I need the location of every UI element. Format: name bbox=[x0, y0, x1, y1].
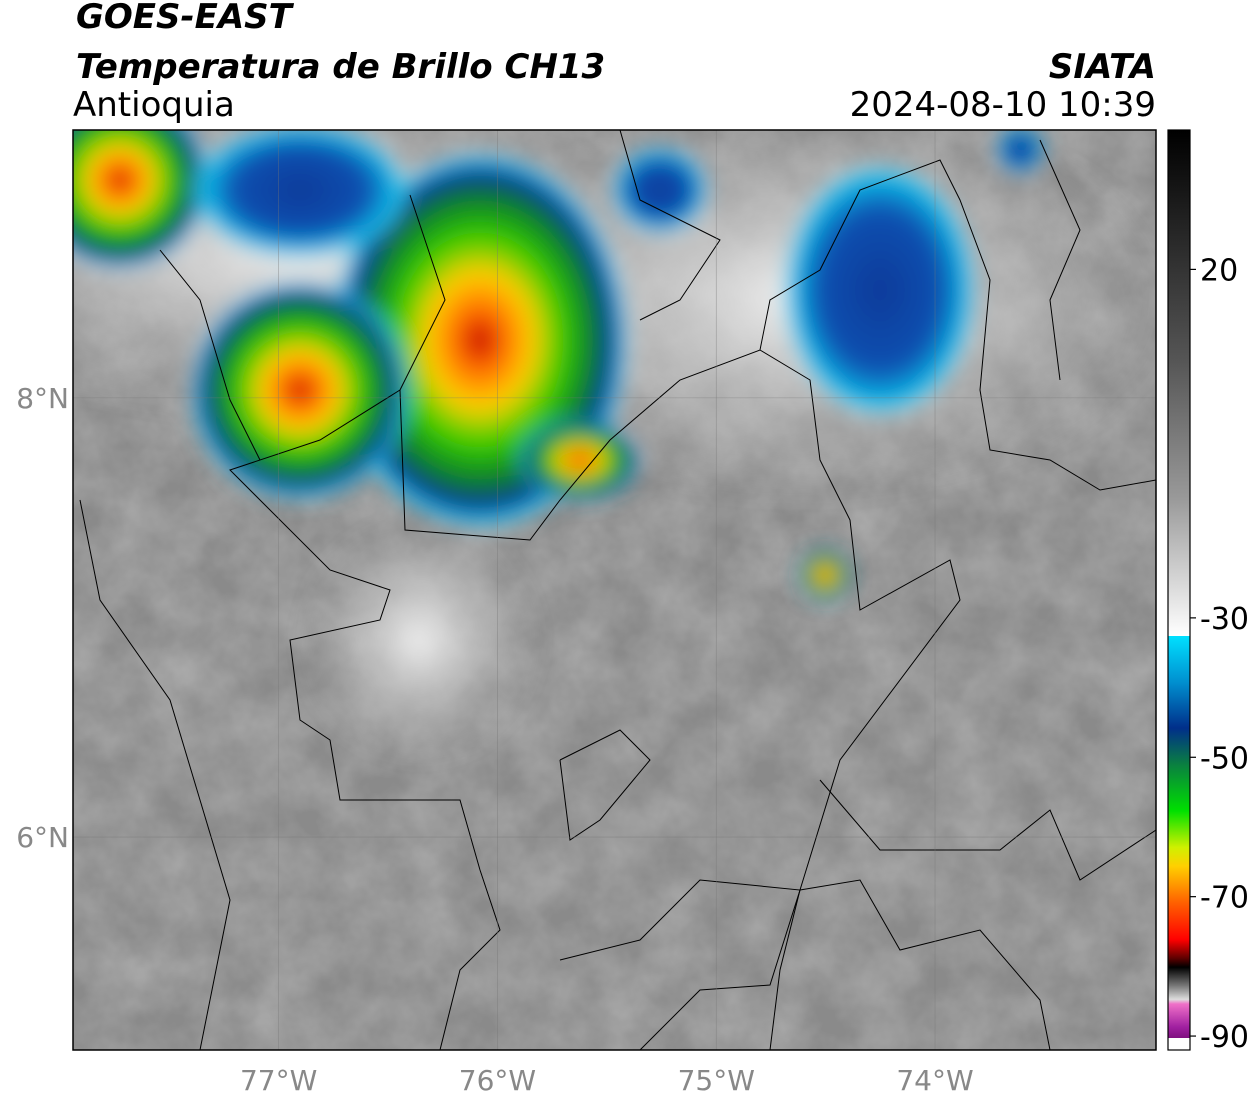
colorbar-tick-label: -90 bbox=[1200, 1020, 1249, 1055]
x-tick-label: 77°W bbox=[240, 1064, 317, 1097]
colorbar-tick-label: -50 bbox=[1200, 741, 1249, 776]
x-tick-label: 76°W bbox=[459, 1064, 536, 1097]
y-tick-label: 6°N bbox=[16, 821, 69, 854]
colorbar-fill bbox=[1168, 130, 1190, 1050]
map-frame bbox=[72, 129, 1157, 1051]
source: SIATA bbox=[1049, 47, 1156, 87]
colorbar-tick-label: -70 bbox=[1200, 881, 1249, 916]
colorbar: 20 -30 -50 -70 -90 bbox=[1168, 130, 1249, 1055]
datetime: 2024-08-10 10:39 bbox=[850, 85, 1156, 125]
region: Antioquia bbox=[73, 85, 235, 125]
subtitle: Temperatura de Brillo CH13 bbox=[76, 47, 605, 87]
x-tick-label: 74°W bbox=[896, 1064, 973, 1097]
title: GOES-EAST bbox=[76, 0, 295, 37]
x-tick-label: 75°W bbox=[678, 1064, 755, 1097]
boundaries bbox=[79, 130, 1156, 1050]
y-tick-label: 8°N bbox=[16, 382, 69, 415]
graticule bbox=[73, 130, 1156, 1050]
colorbar-frame bbox=[1167, 129, 1191, 1051]
colorbar-tick-label: 20 bbox=[1200, 253, 1238, 288]
colorbar-tick-label: -30 bbox=[1200, 602, 1249, 637]
satellite-image bbox=[73, 130, 1156, 1050]
